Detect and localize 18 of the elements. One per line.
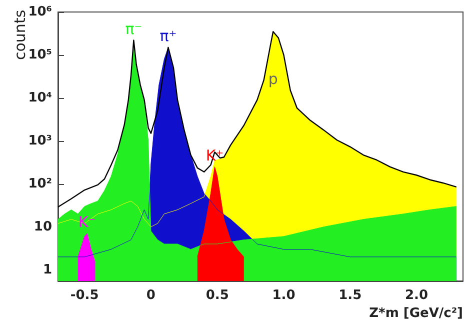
- y-tick-label: 10⁴: [28, 90, 52, 106]
- y-tick-label: 10²: [28, 176, 52, 192]
- y-tick-label: 10⁵: [28, 47, 52, 62]
- y-tick-label: 10³: [28, 133, 52, 148]
- series-label: π⁻: [125, 20, 142, 38]
- y-tick-label: 1: [42, 262, 52, 278]
- y-tick-label: 10⁶: [28, 4, 52, 20]
- x-tick-label: 0: [146, 288, 156, 303]
- x-axis-title: Z*m [GeV/c²]: [369, 306, 463, 321]
- x-tick-label: 1.5: [338, 288, 362, 303]
- x-tick-label: 2.0: [405, 288, 428, 303]
- x-tick-label: 1.0: [272, 288, 296, 303]
- series-label: p: [268, 70, 278, 88]
- y-axis-title: counts: [11, 10, 29, 60]
- series-label: π⁺: [160, 26, 177, 45]
- y-tick-label: 10: [34, 219, 52, 234]
- x-tick-label: -0.5: [70, 288, 99, 303]
- x-tick-label: 0.5: [206, 288, 229, 303]
